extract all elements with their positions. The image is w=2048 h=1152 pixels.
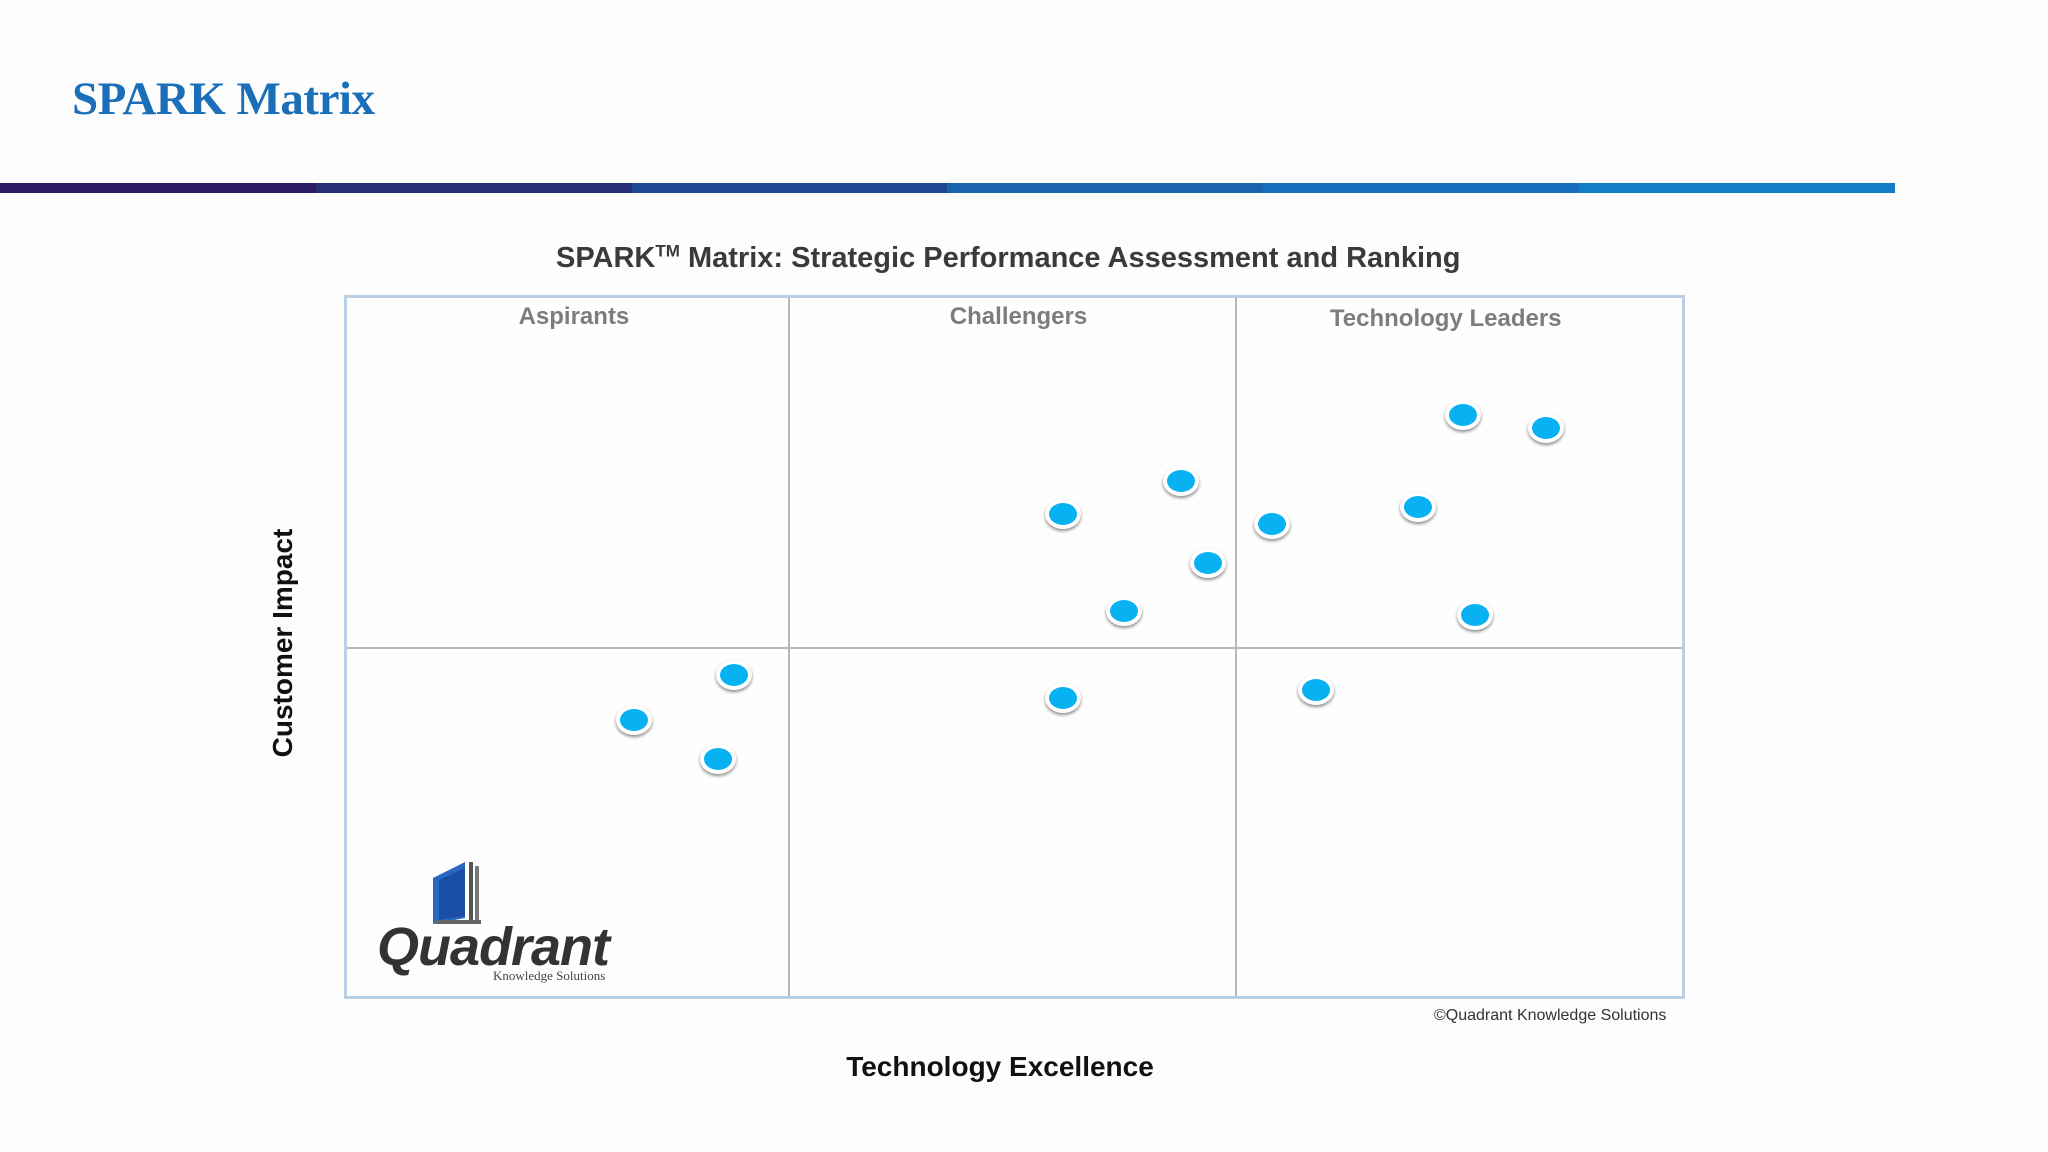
quadrant-label-aspirants: Aspirants bbox=[518, 303, 630, 330]
vendor-point bbox=[1527, 412, 1564, 443]
chart-title-rest: Matrix: Strategic Performance Assessment… bbox=[679, 242, 1461, 274]
quadrant-label-challengers: Challengers bbox=[949, 303, 1088, 330]
copyright-notice: ©Quadrant Knowledge Solutions bbox=[1434, 1007, 1667, 1024]
vendor-point bbox=[1298, 674, 1335, 705]
vendor-point bbox=[1105, 596, 1142, 627]
chart-title-trademark: TM bbox=[655, 241, 680, 261]
vendor-point bbox=[1190, 548, 1227, 579]
vendor-point bbox=[716, 659, 753, 690]
vendor-point bbox=[1254, 509, 1291, 540]
chart-title: SPARKTM Matrix: Strategic Performance As… bbox=[556, 242, 1461, 275]
vendor-point bbox=[1457, 599, 1494, 630]
matrix-plot-area: Aspirants Challengers Technology Leaders… bbox=[344, 295, 1685, 999]
accent-divider-bar bbox=[0, 183, 1895, 193]
vendor-point bbox=[1399, 491, 1436, 522]
vendor-point bbox=[1044, 682, 1081, 713]
accent-segment bbox=[315, 183, 632, 193]
vendor-point bbox=[1163, 465, 1200, 496]
accent-segment bbox=[947, 183, 1264, 193]
quadrant-label-technology-leaders: Technology Leaders bbox=[1329, 305, 1562, 332]
accent-segment bbox=[0, 183, 316, 193]
logo-wordmark: Quadrant bbox=[377, 917, 610, 977]
accent-segment bbox=[1263, 183, 1580, 193]
horizontal-divider bbox=[347, 647, 1682, 649]
slide-title: SPARK Matrix bbox=[72, 73, 375, 125]
y-axis-label: Customer Impact bbox=[267, 528, 298, 758]
vendor-point bbox=[616, 705, 653, 736]
vendor-point bbox=[1445, 399, 1482, 430]
accent-segment bbox=[631, 183, 948, 193]
vendor-point bbox=[700, 744, 737, 775]
quadrant-logo: Quadrant Knowledge Solutions bbox=[377, 856, 647, 986]
vendor-point bbox=[1044, 498, 1081, 529]
book-logo-icon bbox=[433, 862, 481, 924]
accent-segment bbox=[1579, 183, 1895, 193]
logo-subtitle: Knowledge Solutions bbox=[493, 968, 606, 983]
x-axis-label: Technology Excellence bbox=[846, 1051, 1154, 1082]
chart-title-main: SPARK bbox=[556, 242, 656, 274]
